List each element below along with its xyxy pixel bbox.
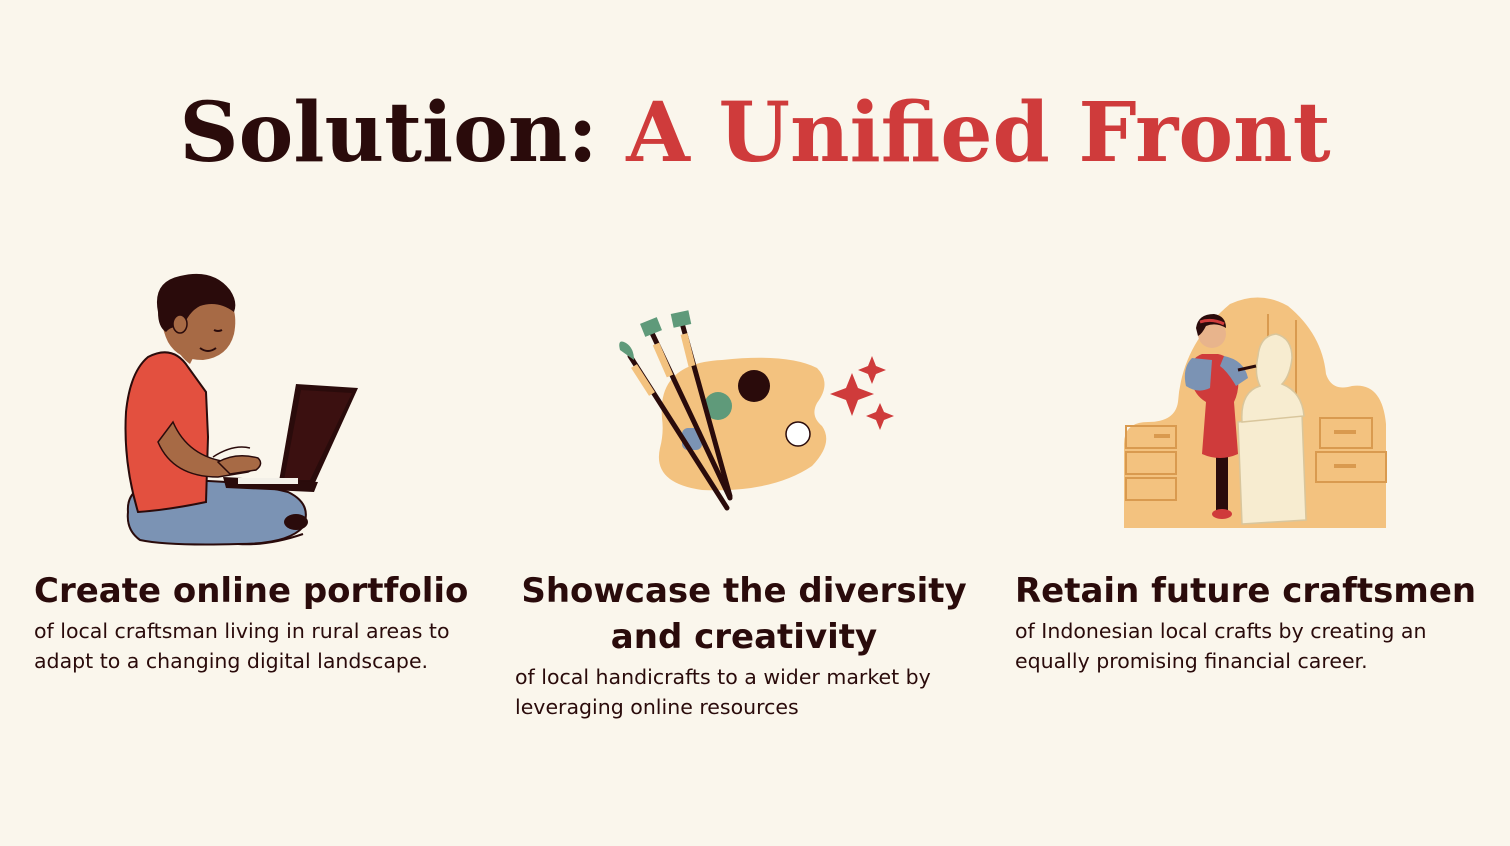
feature-heading: Showcase the diversity and creativity: [515, 568, 973, 660]
feature-retain-craftsmen: Retain future craftsmen of Indonesian lo…: [1015, 568, 1485, 676]
title-part-2: A Unified Front: [626, 85, 1331, 181]
feature-description-line: adapt to a changing digital landscape.: [34, 649, 429, 673]
feature-description-line: leveraging online resources: [515, 695, 799, 719]
title-part-1: Solution:: [179, 85, 598, 181]
sculptor-icon: [1124, 297, 1387, 528]
feature-description: of local craftsman living in rural areas…: [34, 616, 494, 676]
paint-palette-icon: [619, 310, 894, 511]
feature-heading-line: and creativity: [610, 617, 878, 657]
feature-description-line: of local handicrafts to a wider market b…: [515, 665, 931, 689]
page-title: Solution: A Unified Front: [0, 78, 1510, 188]
feature-online-portfolio: Create online portfolio of local craftsm…: [34, 568, 494, 676]
feature-heading: Retain future craftsmen: [1015, 568, 1485, 614]
feature-heading: Create online portfolio: [34, 568, 494, 614]
feature-showcase-diversity: Showcase the diversity and creativity of…: [515, 568, 975, 722]
feature-description: of local handicrafts to a wider market b…: [515, 662, 975, 722]
person-with-laptop-icon: [124, 273, 358, 546]
feature-heading-line: Create online portfolio: [34, 571, 469, 611]
feature-description-line: of Indonesian local crafts by creating a…: [1015, 619, 1427, 643]
feature-heading-line: Retain future craftsmen: [1015, 571, 1477, 611]
feature-description: of Indonesian local crafts by creating a…: [1015, 616, 1485, 676]
feature-description-line: equally promising financial career.: [1015, 649, 1368, 673]
feature-heading-line: Showcase the diversity: [521, 571, 967, 611]
feature-description-line: of local craftsman living in rural areas…: [34, 619, 450, 643]
